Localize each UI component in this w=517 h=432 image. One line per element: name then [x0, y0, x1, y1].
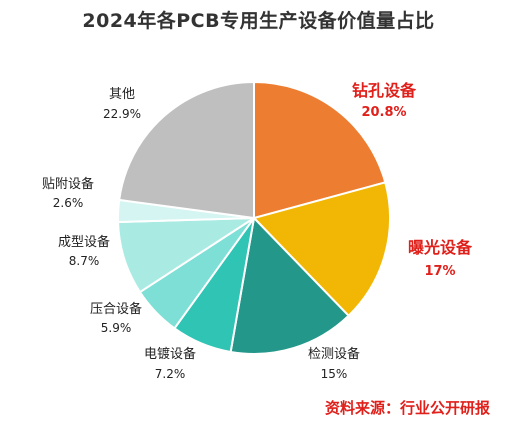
slice-label-value-5: 5.9% [101, 321, 132, 335]
pie-slice-3 [229, 215, 350, 355]
slice-label-value-4: 7.2% [155, 367, 186, 381]
slice-label-name-3: 检测设备 [308, 346, 360, 362]
pie-labels: 钻孔设备 20.8% 曝光设备 17% 检测设备 15% 电镀设备 7.2% 压合设备 5.9% 成… [42, 81, 473, 381]
slice-label-name-6: 成型设备 [58, 234, 110, 250]
slice-label-value-8: 22.9% [103, 107, 141, 121]
pie-slice-8 [118, 80, 255, 220]
slice-label-name-1: 钻孔设备 [352, 81, 417, 100]
pie-slices [117, 80, 391, 355]
pie-slice-2 [252, 181, 391, 318]
slice-label-value-3: 15% [321, 367, 348, 381]
slice-label-value-7: 2.6% [53, 196, 84, 210]
slice-label-name-5: 压合设备 [90, 301, 142, 317]
slice-label-value-6: 8.7% [69, 254, 100, 268]
slice-label-name-7: 贴附设备 [42, 176, 94, 192]
slice-label-value-1: 20.8% [361, 105, 406, 120]
slice-label-name-4: 电镀设备 [144, 346, 196, 362]
slice-label-value-2: 17% [424, 264, 455, 279]
slice-label-name-2: 曝光设备 [408, 238, 473, 257]
slice-label-name-8: 其他 [109, 87, 135, 102]
chart-title: 2024年各PCB专用生产设备价值量占比 [82, 10, 435, 32]
source-note: 资料来源：行业公开研报 [324, 399, 490, 417]
pie-slice-1 [253, 80, 387, 220]
